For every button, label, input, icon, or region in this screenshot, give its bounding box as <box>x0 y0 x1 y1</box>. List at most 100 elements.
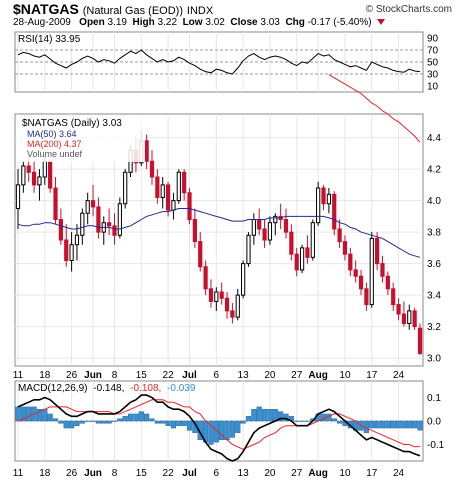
x-tick-label: 15 <box>136 468 148 479</box>
candle <box>385 271 390 296</box>
low-value: 3.02 <box>205 17 225 28</box>
histogram-bar <box>79 420 85 424</box>
candle <box>224 291 230 319</box>
candle-body <box>262 228 267 241</box>
macd-lines <box>17 394 421 462</box>
histogram-bar <box>379 420 386 429</box>
x-tick-label: 8 <box>112 370 118 381</box>
histogram-bar <box>133 413 139 422</box>
candle <box>235 288 240 321</box>
rsi-y-tick-label: 90 <box>427 34 439 45</box>
candle-body <box>391 288 396 306</box>
macd-y-axis: 0.1 0.0 -0.1 <box>427 393 445 451</box>
x-tick-label: Aug <box>308 468 327 479</box>
candle-body <box>149 160 155 178</box>
histogram-bar <box>42 409 48 422</box>
candle-body <box>407 310 412 324</box>
candle <box>31 159 37 193</box>
candle-body <box>123 171 128 205</box>
price-y-tick-label: 4.4 <box>427 133 441 144</box>
candle-body <box>26 165 31 173</box>
candle-body <box>337 228 342 243</box>
ma200-line <box>328 74 421 143</box>
candle-body <box>396 304 401 315</box>
candle-body <box>107 222 112 227</box>
candle <box>53 177 58 225</box>
macd-y-tick-label: 0.0 <box>427 417 441 428</box>
candle <box>107 208 112 236</box>
histogram-bar <box>149 418 155 422</box>
candle-body <box>69 244 74 261</box>
histogram-bar <box>20 406 26 422</box>
candle-body <box>375 237 380 265</box>
candle <box>353 260 358 283</box>
price-legend-ma50: MA(50) 3.64 <box>27 129 77 139</box>
candle-body <box>80 212 85 236</box>
candle-body <box>15 184 21 209</box>
price-y-tick-label: 3.6 <box>427 259 441 270</box>
x-tick-label: 18 <box>39 370 51 381</box>
candle-body <box>342 241 348 255</box>
histogram-bar <box>240 420 246 424</box>
x-tick-label: 20 <box>264 370 276 381</box>
rsi-series <box>17 49 421 75</box>
macd-legend-macd: -0.148, <box>93 383 124 394</box>
histogram-bar <box>144 413 150 422</box>
rsi-legend: RSI(14) 33.95 <box>18 34 81 45</box>
candle-body <box>299 247 305 271</box>
histogram-bar <box>401 420 407 429</box>
candle-body <box>165 184 171 211</box>
histogram-bar <box>278 411 284 422</box>
x-tick-label: 22 <box>163 370 175 381</box>
candle-body <box>385 275 390 290</box>
candle <box>176 169 181 204</box>
histogram-bar <box>390 420 396 429</box>
histogram-bar <box>219 420 225 441</box>
candle-body <box>283 219 289 233</box>
candle <box>407 304 412 330</box>
candle-body <box>364 288 369 306</box>
price-y-tick-label: 4.2 <box>427 165 441 176</box>
candle <box>85 192 90 225</box>
price-legend-ma200: MA(200) 4.37 <box>27 139 82 149</box>
candle <box>48 159 53 193</box>
x-tick-label: 24 <box>393 468 405 479</box>
histogram-bar <box>63 420 69 429</box>
moving-averages <box>17 74 421 258</box>
x-tick-label: 8 <box>112 468 118 479</box>
x-tick-label: 27 <box>291 468 303 479</box>
macd-y-tick-label: -0.1 <box>427 440 445 451</box>
histogram-bar <box>337 420 343 424</box>
rsi-y-tick-label: 70 <box>427 46 439 57</box>
candle-body <box>48 160 53 189</box>
macd-legend: MACD(12,26,9) -0.148, -0.108, -0.039 <box>18 383 196 394</box>
candle-body <box>369 237 374 306</box>
candle-body <box>224 297 230 312</box>
candle <box>348 247 353 277</box>
candle <box>117 197 122 239</box>
candle-body <box>31 171 37 186</box>
rsi-grid <box>15 32 423 92</box>
candle <box>58 208 63 245</box>
macd-legend-hist: -0.039 <box>167 383 196 394</box>
candle-body <box>90 200 96 208</box>
exchange: INDX <box>186 5 214 17</box>
histogram-bar <box>154 420 160 424</box>
candle <box>96 197 101 239</box>
histogram-bar <box>176 420 182 426</box>
histogram-bar <box>385 420 391 429</box>
histogram-bar <box>197 420 203 441</box>
symbol: $NATGAS <box>13 1 79 17</box>
quote-date: 28-Aug-2009 <box>13 17 71 28</box>
candle <box>332 191 337 236</box>
candle-body <box>230 310 235 318</box>
x-tick-label: 10 <box>339 468 351 479</box>
histogram-bar <box>251 409 257 422</box>
candle-body <box>96 206 101 233</box>
macd-y-tick-label: 0.1 <box>427 393 441 404</box>
candle <box>299 244 305 274</box>
macd-legend-signal: -0.108, <box>130 383 161 394</box>
histogram-bar <box>26 406 32 422</box>
histogram-bar <box>90 420 96 422</box>
